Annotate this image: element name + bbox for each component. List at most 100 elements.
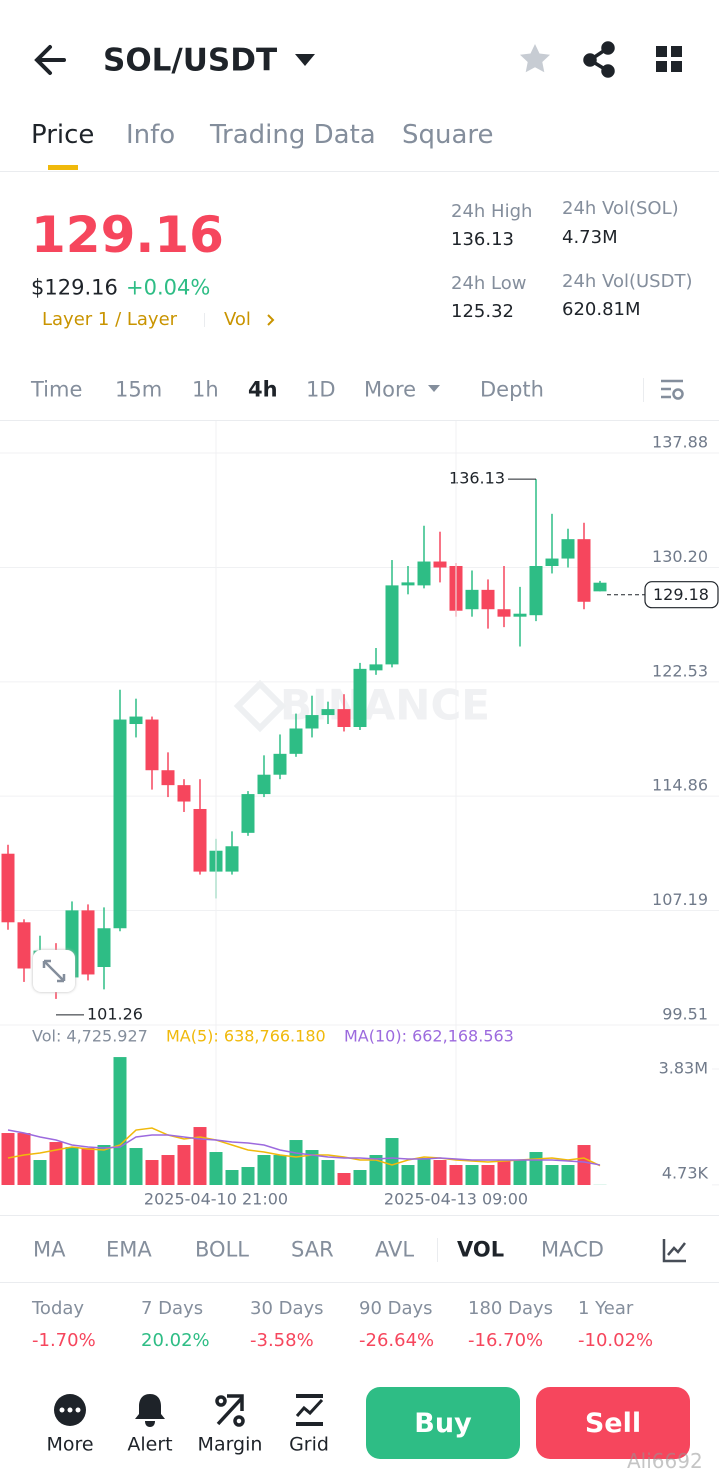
caret-icon [428, 385, 440, 392]
action-label[interactable]: Alert [127, 1433, 173, 1456]
indicator[interactable]: MACD [541, 1237, 604, 1262]
candle-body [193, 808, 207, 872]
volume-bar [49, 1142, 63, 1185]
candle-body [241, 794, 255, 833]
caret-icon[interactable] [295, 54, 315, 66]
volume-bar [81, 1148, 95, 1185]
volume-bar [577, 1145, 591, 1185]
action-label[interactable]: More [46, 1433, 94, 1456]
pair[interactable]: SOL/USDT [103, 42, 278, 79]
interval[interactable]: 4h [248, 377, 278, 402]
volume-bar [385, 1138, 399, 1185]
volume-bar [337, 1173, 351, 1185]
volume-bar [33, 1160, 47, 1185]
stat-value: 620.81M [562, 299, 641, 320]
stat-label: 24h Vol(SOL) [562, 198, 679, 219]
sector-link[interactable]: Vol [224, 309, 251, 330]
y-tick-label: 122.53 [652, 661, 708, 680]
settings-icon[interactable] [659, 377, 685, 403]
indicator[interactable]: BOLL [195, 1237, 249, 1262]
grid-bot-icon[interactable] [295, 1394, 324, 1426]
share-icon[interactable] [583, 41, 615, 78]
volume-bar [145, 1160, 159, 1185]
indicator-icon[interactable] [660, 1235, 690, 1265]
y-tick-label: 3.83M [659, 1059, 708, 1078]
interval[interactable]: Time [31, 377, 83, 402]
legend-entry: MA(10): 662,168.563 [344, 1027, 514, 1046]
expand-button[interactable] [33, 950, 75, 992]
volume-bar [241, 1167, 255, 1185]
tab[interactable]: Info [126, 120, 176, 150]
period-change: 20.02% [141, 1330, 210, 1351]
y-tick-label: 130.20 [652, 547, 708, 566]
tab[interactable]: Trading Data [210, 120, 376, 150]
candle-body [385, 585, 399, 665]
tab[interactable]: Price [31, 120, 95, 150]
x-tick-label: 2025-04-13 09:00 [384, 1190, 528, 1209]
legend-entry: Vol: 4,725.927 [32, 1027, 148, 1046]
candle-body [81, 910, 95, 975]
volume-bar [465, 1165, 479, 1185]
star-icon[interactable] [520, 44, 550, 73]
period-change: -1.70% [32, 1330, 96, 1351]
volume-bar [257, 1155, 271, 1185]
candle-body [529, 565, 543, 616]
y-tick-label: 137.88 [652, 433, 708, 452]
volume-bar [545, 1165, 559, 1185]
volume-bar [209, 1152, 223, 1185]
volume-bar [289, 1140, 303, 1185]
indicator[interactable]: MA [33, 1237, 66, 1262]
interval[interactable]: Depth [480, 377, 544, 402]
sector-tag[interactable]: Layer 1 / Layer [42, 309, 178, 330]
alert-icon[interactable] [135, 1394, 165, 1427]
indicator[interactable]: VOL [457, 1237, 505, 1262]
buy-button[interactable]: Buy [366, 1387, 520, 1459]
candle-body [321, 709, 335, 716]
last-price-label: 129.18 [653, 585, 709, 604]
indicator[interactable]: SAR [291, 1237, 334, 1262]
interval[interactable]: 1D [306, 377, 336, 402]
candle-body [17, 922, 31, 969]
period-label: 7 Days [141, 1298, 204, 1319]
candle-body [257, 774, 271, 795]
action-icons [54, 1394, 324, 1427]
candle-body [369, 664, 383, 671]
y-tick-label: 114.86 [652, 776, 708, 795]
candle-body [353, 668, 367, 727]
divider [0, 420, 719, 421]
indicator[interactable]: EMA [106, 1237, 152, 1262]
period-change: -26.64% [359, 1330, 435, 1351]
candle-body [129, 716, 143, 725]
indicator[interactable]: AVL [375, 1237, 415, 1262]
volume-bar [1, 1133, 15, 1185]
separator [643, 378, 644, 402]
period-change: -16.70% [468, 1330, 544, 1351]
ma-line [7, 1129, 601, 1166]
more-icon[interactable] [54, 1394, 86, 1426]
sell-button[interactable]: Sell [536, 1387, 690, 1459]
interval[interactable]: 1h [192, 377, 219, 402]
interval[interactable]: 15m [115, 377, 163, 402]
volume-bar [97, 1145, 111, 1185]
candle-body [577, 539, 591, 602]
action-label[interactable]: Margin [197, 1433, 263, 1456]
candle-body [513, 613, 527, 617]
back-icon[interactable] [34, 45, 66, 75]
volume-bar [497, 1160, 511, 1185]
volume-bar [321, 1160, 335, 1185]
y-tick-label: 4.73K [662, 1163, 709, 1182]
interval[interactable]: More [364, 377, 417, 402]
user-watermark: Ali6692 [627, 1449, 703, 1473]
candle-body [289, 728, 303, 754]
action-label[interactable]: Grid [289, 1433, 329, 1456]
candle-body [97, 928, 111, 968]
volume-bar [401, 1165, 415, 1185]
chevron-icon [267, 314, 275, 326]
volume-bar [161, 1155, 175, 1185]
tab[interactable]: Square [402, 120, 494, 150]
margin-icon[interactable] [215, 1394, 245, 1427]
candle-body [113, 719, 127, 929]
grid-icon[interactable] [656, 46, 682, 72]
volume-bar [225, 1170, 239, 1185]
candle-body [145, 719, 159, 771]
